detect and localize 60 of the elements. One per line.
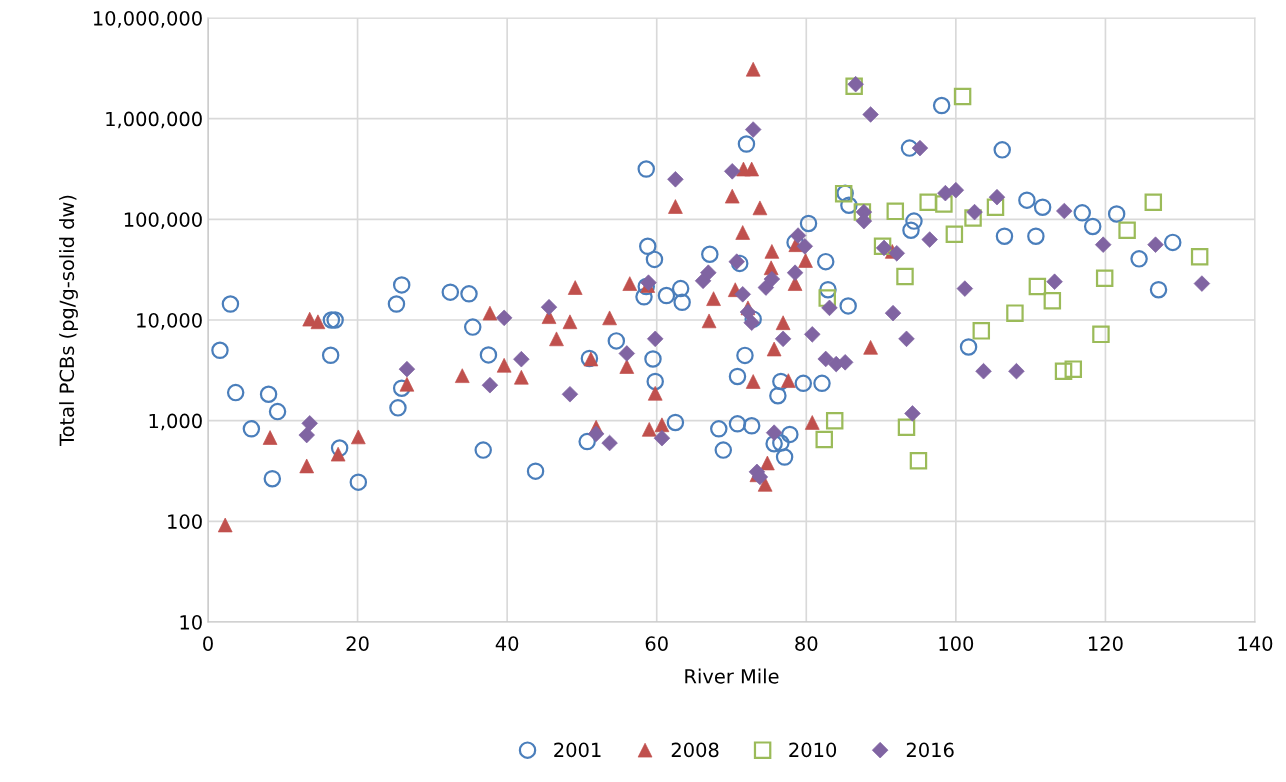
y-tick-label: 10 <box>180 614 202 630</box>
point <box>886 202 905 221</box>
point <box>765 424 783 441</box>
point <box>964 209 982 227</box>
point <box>1095 269 1114 287</box>
point <box>825 411 844 430</box>
point <box>897 418 916 437</box>
point <box>945 225 964 244</box>
point <box>953 87 972 106</box>
y-tick-label: 10,000 <box>137 312 202 330</box>
x-tick-label: 0 <box>203 636 213 651</box>
y-axis-title: Total PCBs (pg/g-solid dw) <box>59 195 78 447</box>
point <box>781 373 796 388</box>
y-tick-label: 1,000 <box>149 413 202 431</box>
point <box>921 231 938 248</box>
point <box>909 451 928 470</box>
point <box>1046 273 1063 290</box>
point <box>786 264 804 281</box>
point <box>481 377 499 394</box>
point <box>986 198 1005 216</box>
legend-label: 2010 <box>789 742 837 758</box>
x-tick-label: 40 <box>495 636 519 651</box>
point <box>1043 292 1062 310</box>
point <box>1006 304 1024 322</box>
point <box>815 430 833 449</box>
point <box>1028 277 1047 296</box>
legend-label: 2008 <box>671 742 719 758</box>
x-tick-label: 60 <box>645 636 668 651</box>
point <box>667 171 684 188</box>
point <box>935 195 953 213</box>
legend-label: 2001 <box>554 742 601 758</box>
x-tick-label: 20 <box>346 636 369 651</box>
point <box>454 368 470 383</box>
point <box>1056 202 1073 220</box>
y-tick-label: 100,000 <box>124 212 202 229</box>
x-tick-label: 140 <box>1238 636 1273 651</box>
point <box>540 299 558 316</box>
point <box>1054 362 1073 380</box>
y-tick-label: 100 <box>168 514 202 529</box>
point <box>567 280 583 295</box>
point <box>896 267 914 286</box>
y-tick-label: 1,000,000 <box>106 111 202 129</box>
point <box>601 434 618 452</box>
point <box>1144 193 1163 211</box>
point <box>988 188 1006 206</box>
x-axis-title: River Mile <box>685 668 779 684</box>
x-tick-label: 120 <box>1089 636 1123 651</box>
point <box>1064 360 1083 378</box>
x-tick-label: 80 <box>795 636 818 651</box>
legend-label: 2016 <box>906 742 954 758</box>
point <box>1008 363 1025 380</box>
point <box>1118 221 1136 239</box>
point <box>898 330 915 348</box>
y-tick-label: 10,000,000 <box>93 10 202 28</box>
point <box>972 322 991 340</box>
point <box>818 289 836 307</box>
point <box>1190 247 1209 266</box>
point <box>1092 325 1110 344</box>
point <box>919 193 937 211</box>
x-tick-label: 100 <box>939 636 974 651</box>
